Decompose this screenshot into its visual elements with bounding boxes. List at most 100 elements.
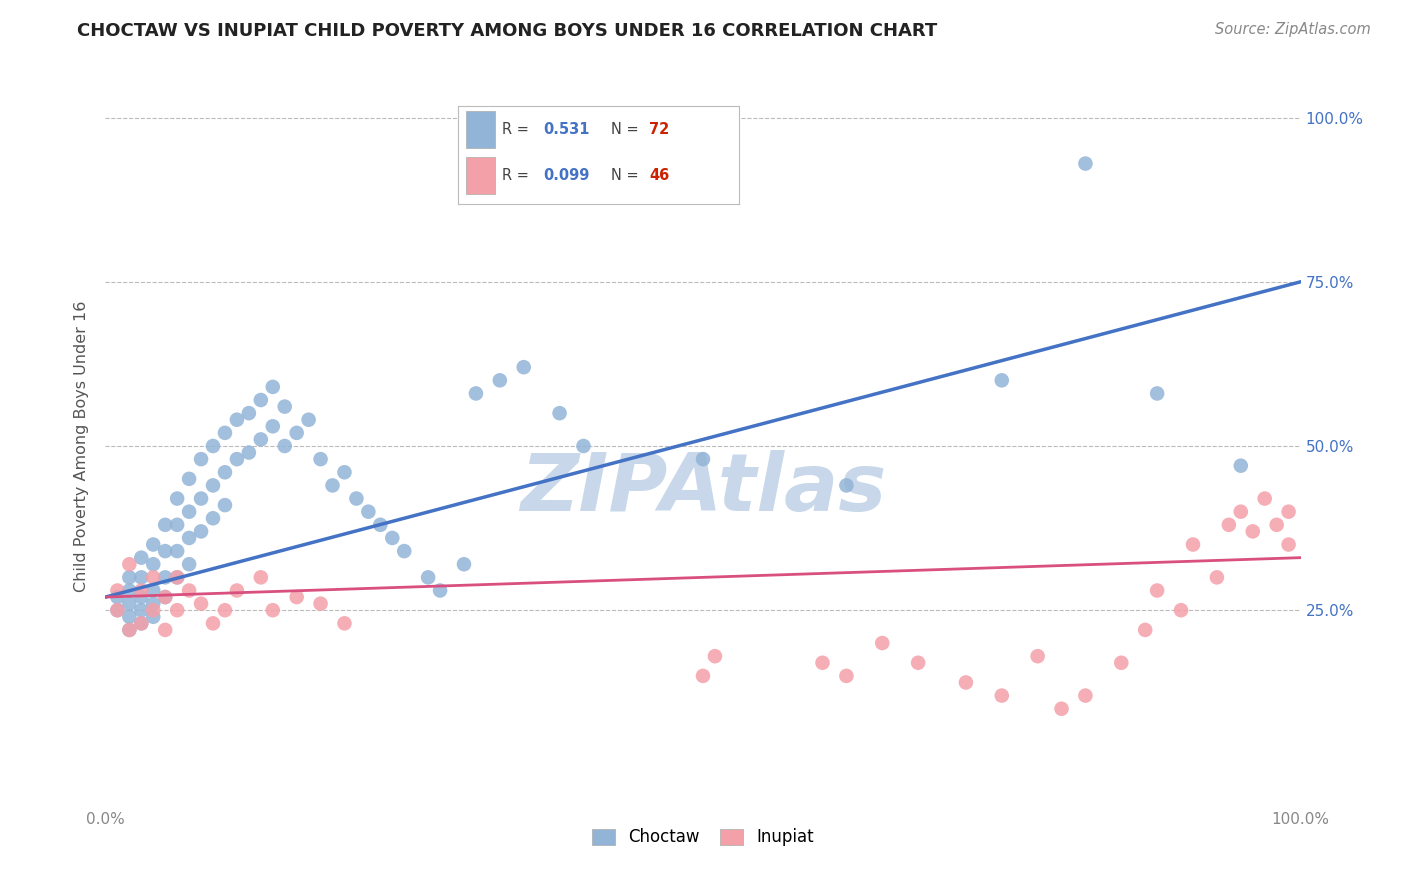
Inupiat bbox=[118, 623, 141, 637]
Inupiat bbox=[955, 675, 977, 690]
Inupiat bbox=[1218, 517, 1240, 532]
Choctaw bbox=[142, 597, 165, 611]
Choctaw bbox=[190, 524, 212, 539]
Inupiat bbox=[1026, 649, 1049, 664]
Choctaw bbox=[250, 433, 273, 447]
Inupiat bbox=[1229, 505, 1251, 519]
Choctaw bbox=[129, 616, 153, 631]
Choctaw bbox=[333, 465, 356, 479]
Choctaw bbox=[107, 590, 129, 604]
Choctaw bbox=[1074, 156, 1097, 170]
Inupiat bbox=[190, 597, 212, 611]
Choctaw bbox=[357, 505, 380, 519]
Choctaw bbox=[202, 511, 225, 525]
Choctaw bbox=[129, 570, 153, 584]
Inupiat bbox=[1074, 689, 1097, 703]
Inupiat bbox=[142, 603, 165, 617]
Choctaw bbox=[153, 590, 177, 604]
Choctaw bbox=[118, 570, 141, 584]
Inupiat bbox=[225, 583, 249, 598]
Inupiat bbox=[262, 603, 284, 617]
Choctaw bbox=[273, 439, 295, 453]
Inupiat bbox=[107, 583, 129, 598]
Choctaw bbox=[990, 373, 1012, 387]
Choctaw bbox=[238, 445, 260, 459]
Text: CHOCTAW VS INUPIAT CHILD POVERTY AMONG BOYS UNDER 16 CORRELATION CHART: CHOCTAW VS INUPIAT CHILD POVERTY AMONG B… bbox=[77, 22, 938, 40]
Inupiat bbox=[129, 583, 153, 598]
Inupiat bbox=[107, 603, 129, 617]
Choctaw bbox=[214, 498, 236, 512]
Inupiat bbox=[166, 603, 188, 617]
Inupiat bbox=[309, 597, 332, 611]
Inupiat bbox=[835, 669, 858, 683]
Choctaw bbox=[202, 439, 225, 453]
Choctaw bbox=[177, 558, 201, 572]
Inupiat bbox=[1206, 570, 1229, 584]
Choctaw bbox=[225, 413, 249, 427]
Choctaw bbox=[190, 491, 212, 506]
Inupiat bbox=[1277, 537, 1299, 551]
Choctaw bbox=[153, 544, 177, 558]
Inupiat bbox=[1146, 583, 1168, 598]
Choctaw bbox=[392, 544, 416, 558]
Inupiat bbox=[1181, 537, 1204, 551]
Inupiat bbox=[250, 570, 273, 584]
Choctaw bbox=[177, 472, 201, 486]
Text: ZIPAtlas: ZIPAtlas bbox=[520, 450, 886, 528]
Choctaw bbox=[418, 570, 440, 584]
Inupiat bbox=[202, 616, 225, 631]
Choctaw bbox=[166, 544, 188, 558]
Choctaw bbox=[166, 491, 188, 506]
Choctaw bbox=[250, 392, 273, 407]
Inupiat bbox=[129, 616, 153, 631]
Inupiat bbox=[177, 583, 201, 598]
Inupiat bbox=[214, 603, 236, 617]
Choctaw bbox=[166, 517, 188, 532]
Inupiat bbox=[872, 636, 894, 650]
Choctaw bbox=[153, 517, 177, 532]
Choctaw bbox=[835, 478, 858, 492]
Inupiat bbox=[118, 558, 141, 572]
Choctaw bbox=[513, 360, 536, 375]
Inupiat bbox=[811, 656, 834, 670]
Choctaw bbox=[309, 452, 332, 467]
Choctaw bbox=[118, 609, 141, 624]
Choctaw bbox=[381, 531, 404, 545]
Inupiat bbox=[1133, 623, 1156, 637]
Inupiat bbox=[1277, 505, 1299, 519]
Choctaw bbox=[118, 623, 141, 637]
Inupiat bbox=[285, 590, 308, 604]
Choctaw bbox=[107, 603, 129, 617]
Choctaw bbox=[142, 558, 165, 572]
Choctaw bbox=[142, 609, 165, 624]
Choctaw bbox=[453, 558, 475, 572]
Inupiat bbox=[907, 656, 929, 670]
Y-axis label: Child Poverty Among Boys Under 16: Child Poverty Among Boys Under 16 bbox=[75, 301, 90, 591]
Inupiat bbox=[990, 689, 1012, 703]
Choctaw bbox=[238, 406, 260, 420]
Inupiat bbox=[166, 570, 188, 584]
Choctaw bbox=[572, 439, 595, 453]
Text: Source: ZipAtlas.com: Source: ZipAtlas.com bbox=[1215, 22, 1371, 37]
Choctaw bbox=[118, 583, 141, 598]
Choctaw bbox=[129, 590, 153, 604]
Choctaw bbox=[321, 478, 344, 492]
Choctaw bbox=[346, 491, 368, 506]
Legend: Choctaw, Inupiat: Choctaw, Inupiat bbox=[585, 822, 821, 853]
Choctaw bbox=[298, 413, 321, 427]
Inupiat bbox=[1170, 603, 1192, 617]
Inupiat bbox=[333, 616, 356, 631]
Inupiat bbox=[1050, 702, 1073, 716]
Choctaw bbox=[177, 531, 201, 545]
Choctaw bbox=[142, 537, 165, 551]
Inupiat bbox=[1111, 656, 1133, 670]
Choctaw bbox=[118, 597, 141, 611]
Inupiat bbox=[1254, 491, 1277, 506]
Choctaw bbox=[214, 465, 236, 479]
Choctaw bbox=[692, 452, 714, 467]
Choctaw bbox=[262, 419, 284, 434]
Inupiat bbox=[142, 570, 165, 584]
Choctaw bbox=[1146, 386, 1168, 401]
Choctaw bbox=[548, 406, 571, 420]
Choctaw bbox=[166, 570, 188, 584]
